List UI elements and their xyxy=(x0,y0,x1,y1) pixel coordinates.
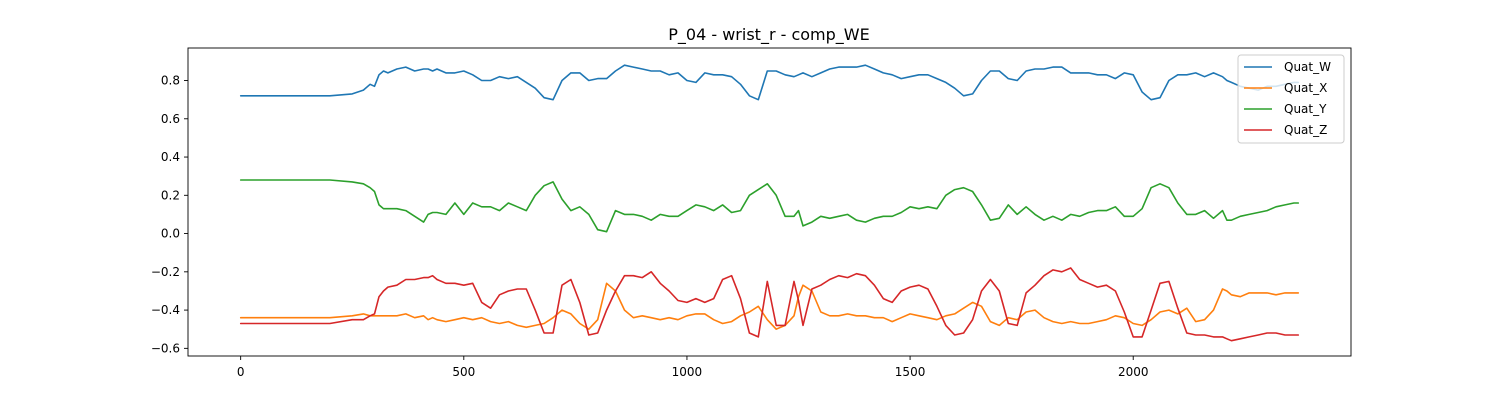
y-tick-label: 0.8 xyxy=(161,74,180,88)
x-axis: 0 500 1000 1500 2000 xyxy=(237,356,1149,379)
x-tick-label: 0 xyxy=(237,365,245,379)
legend-label-quat-x: Quat_X xyxy=(1284,81,1327,95)
series-line-quat-y xyxy=(239,179,1300,233)
x-tick-label: 2000 xyxy=(1118,365,1149,379)
legend: Quat_W Quat_X Quat_Y Quat_Z xyxy=(1237,54,1345,144)
y-tick-label: 0.0 xyxy=(161,227,180,241)
plot-area xyxy=(187,47,1352,357)
legend-label-quat-w: Quat_W xyxy=(1284,60,1331,74)
y-tick-label: −0.4 xyxy=(151,303,180,317)
y-axis: −0.6 −0.4 −0.2 0.0 0.2 0.4 0.6 0.8 xyxy=(151,74,188,355)
y-tick-label: −0.2 xyxy=(151,265,180,279)
series-line-quat-w xyxy=(239,64,1300,101)
axes-frame xyxy=(187,47,1352,357)
x-tick-label: 1000 xyxy=(672,365,703,379)
y-tick-label: −0.6 xyxy=(151,341,180,355)
series-line-quat-z xyxy=(239,267,1300,342)
axes-background xyxy=(188,48,1351,356)
y-tick-label: 0.4 xyxy=(161,150,180,164)
legend-box xyxy=(1237,54,1345,144)
legend-label-quat-z: Quat_Z xyxy=(1284,123,1327,137)
legend-label-quat-y: Quat_Y xyxy=(1284,102,1327,116)
chart-title: P_04 - wrist_r - comp_WE xyxy=(668,25,869,45)
x-tick-label: 500 xyxy=(452,365,475,379)
y-tick-label: 0.2 xyxy=(161,188,180,202)
series-lines xyxy=(239,64,1300,342)
y-tick-label: 0.6 xyxy=(161,112,180,126)
x-tick-label: 1500 xyxy=(895,365,926,379)
series-line-quat-x xyxy=(239,282,1300,331)
